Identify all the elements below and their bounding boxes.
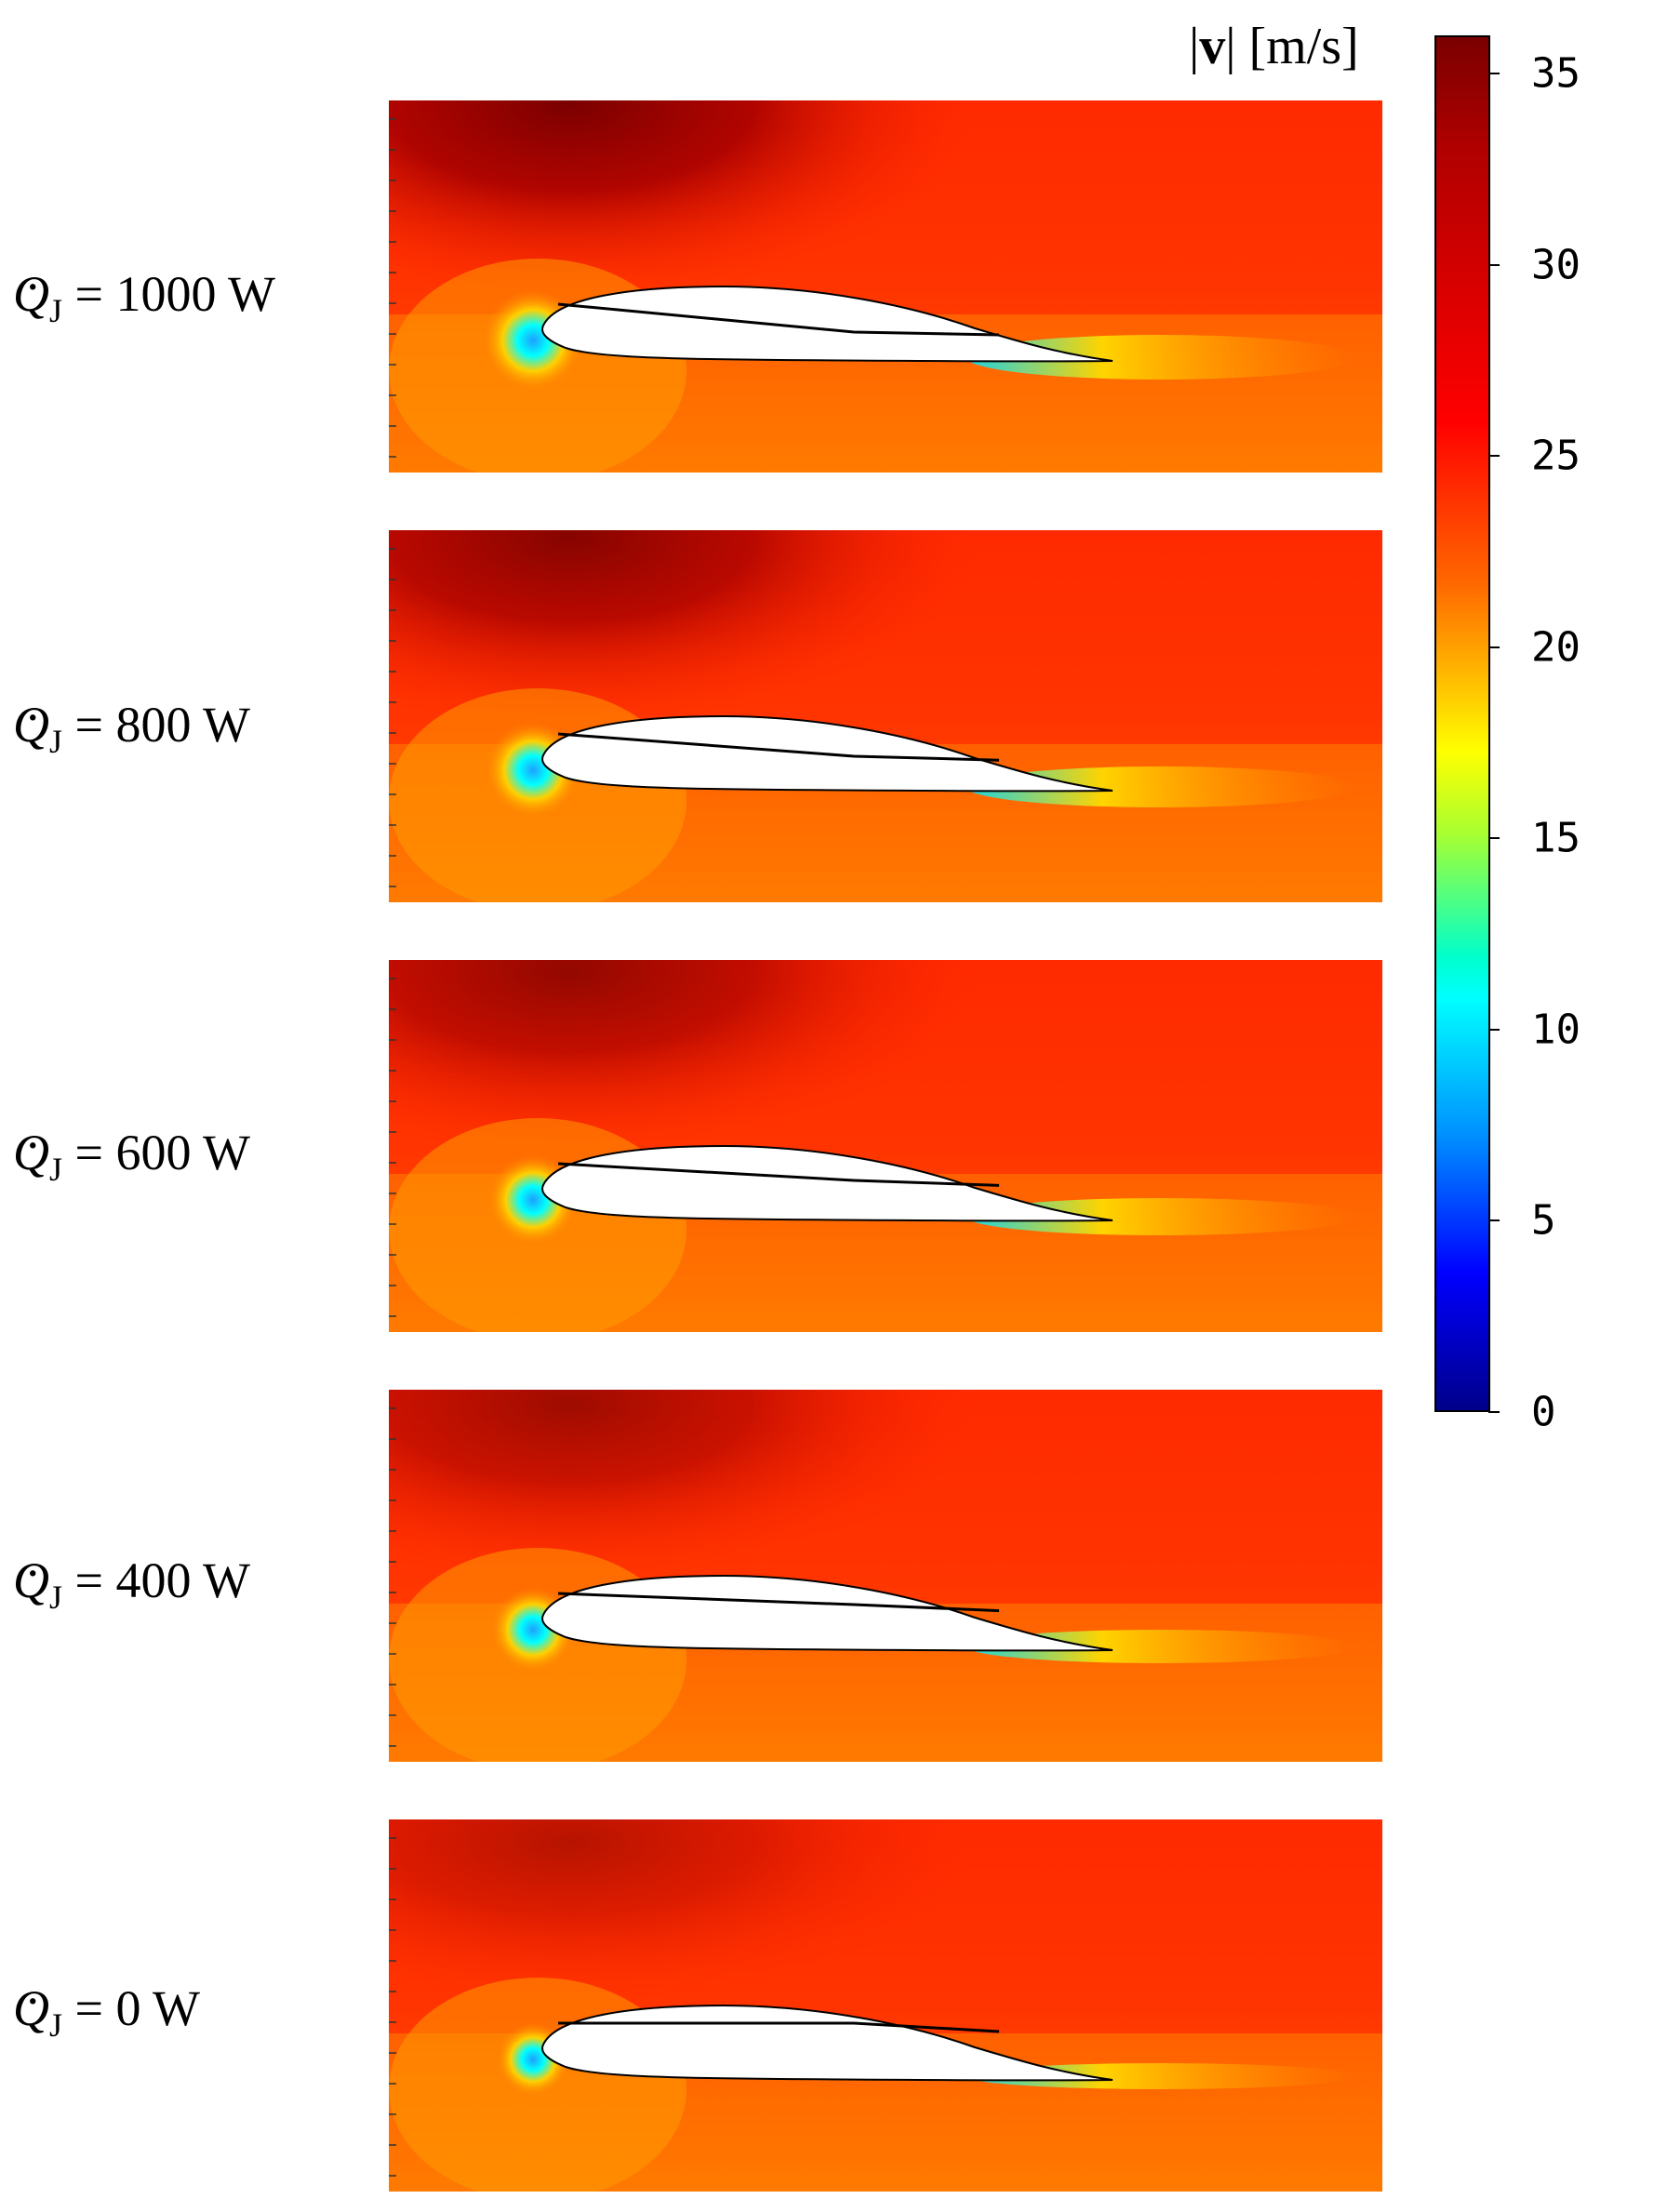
power-value: = 0 W — [74, 1980, 200, 2036]
colorbar-tick-label: 30 — [1531, 241, 1581, 289]
colorbar-tick — [1488, 455, 1500, 458]
panel-label-600: · QJ = 600 W — [13, 1117, 250, 1189]
panel-label-1000: · QJ = 1000 W — [13, 259, 275, 330]
q-subscript: J — [49, 723, 63, 760]
flow-panel-0 — [389, 1819, 1382, 2192]
velocity-field-svg — [389, 1390, 1382, 1762]
panel-label-400: · QJ = 400 W — [13, 1545, 250, 1617]
colorbar-gradient — [1434, 35, 1490, 1412]
velocity-field-svg — [389, 960, 1382, 1332]
power-value: = 1000 W — [74, 266, 275, 322]
colorbar-tick — [1488, 1411, 1500, 1413]
colorbar-tick-label: 15 — [1531, 814, 1581, 862]
colorbar-tick-label: 20 — [1531, 623, 1581, 672]
colorbar-tick — [1488, 646, 1500, 648]
velocity-symbol: v — [1199, 18, 1226, 75]
colorbar-tick — [1488, 263, 1500, 266]
q-symbol: · Q — [13, 259, 49, 322]
q-subscript: J — [49, 1151, 63, 1188]
flow-panel-1000 — [389, 100, 1382, 473]
colorbar-tick-label: 25 — [1531, 432, 1581, 480]
colorbar-tick — [1488, 837, 1500, 840]
power-value: = 800 W — [74, 697, 250, 753]
colorbar-tick — [1488, 73, 1500, 75]
flow-panel-800 — [389, 530, 1382, 902]
flow-panel-400 — [389, 1390, 1382, 1762]
velocity-field-svg — [389, 100, 1382, 473]
q-symbol: · Q — [13, 1545, 49, 1608]
q-subscript: J — [49, 2006, 63, 2044]
colorbar: 35 30 25 20 15 10 5 0 — [1431, 28, 1645, 1488]
colorbar-tick-label: 35 — [1531, 49, 1581, 98]
velocity-field-svg — [389, 530, 1382, 902]
panel-label-800: · QJ = 800 W — [13, 689, 250, 761]
colorbar-title: |v| [m/s] — [1189, 18, 1359, 75]
velocity-unit: [m/s] — [1248, 18, 1359, 75]
q-symbol: · Q — [13, 1973, 49, 2036]
q-symbol: · Q — [13, 689, 49, 753]
velocity-field-svg — [389, 1819, 1382, 2192]
q-symbol: · Q — [13, 1117, 49, 1180]
colorbar-tick-label: 0 — [1531, 1388, 1556, 1436]
panel-label-0: · QJ = 0 W — [13, 1973, 200, 2045]
colorbar-tick-label: 10 — [1531, 1006, 1581, 1054]
q-subscript: J — [49, 292, 63, 329]
colorbar-tick-label: 5 — [1531, 1196, 1556, 1245]
colorbar-tick — [1488, 1028, 1500, 1031]
colorbar-tick — [1488, 1219, 1500, 1222]
q-subscript: J — [49, 1579, 63, 1616]
power-value: = 400 W — [74, 1552, 250, 1608]
power-value: = 600 W — [74, 1125, 250, 1180]
flow-panel-600 — [389, 960, 1382, 1332]
